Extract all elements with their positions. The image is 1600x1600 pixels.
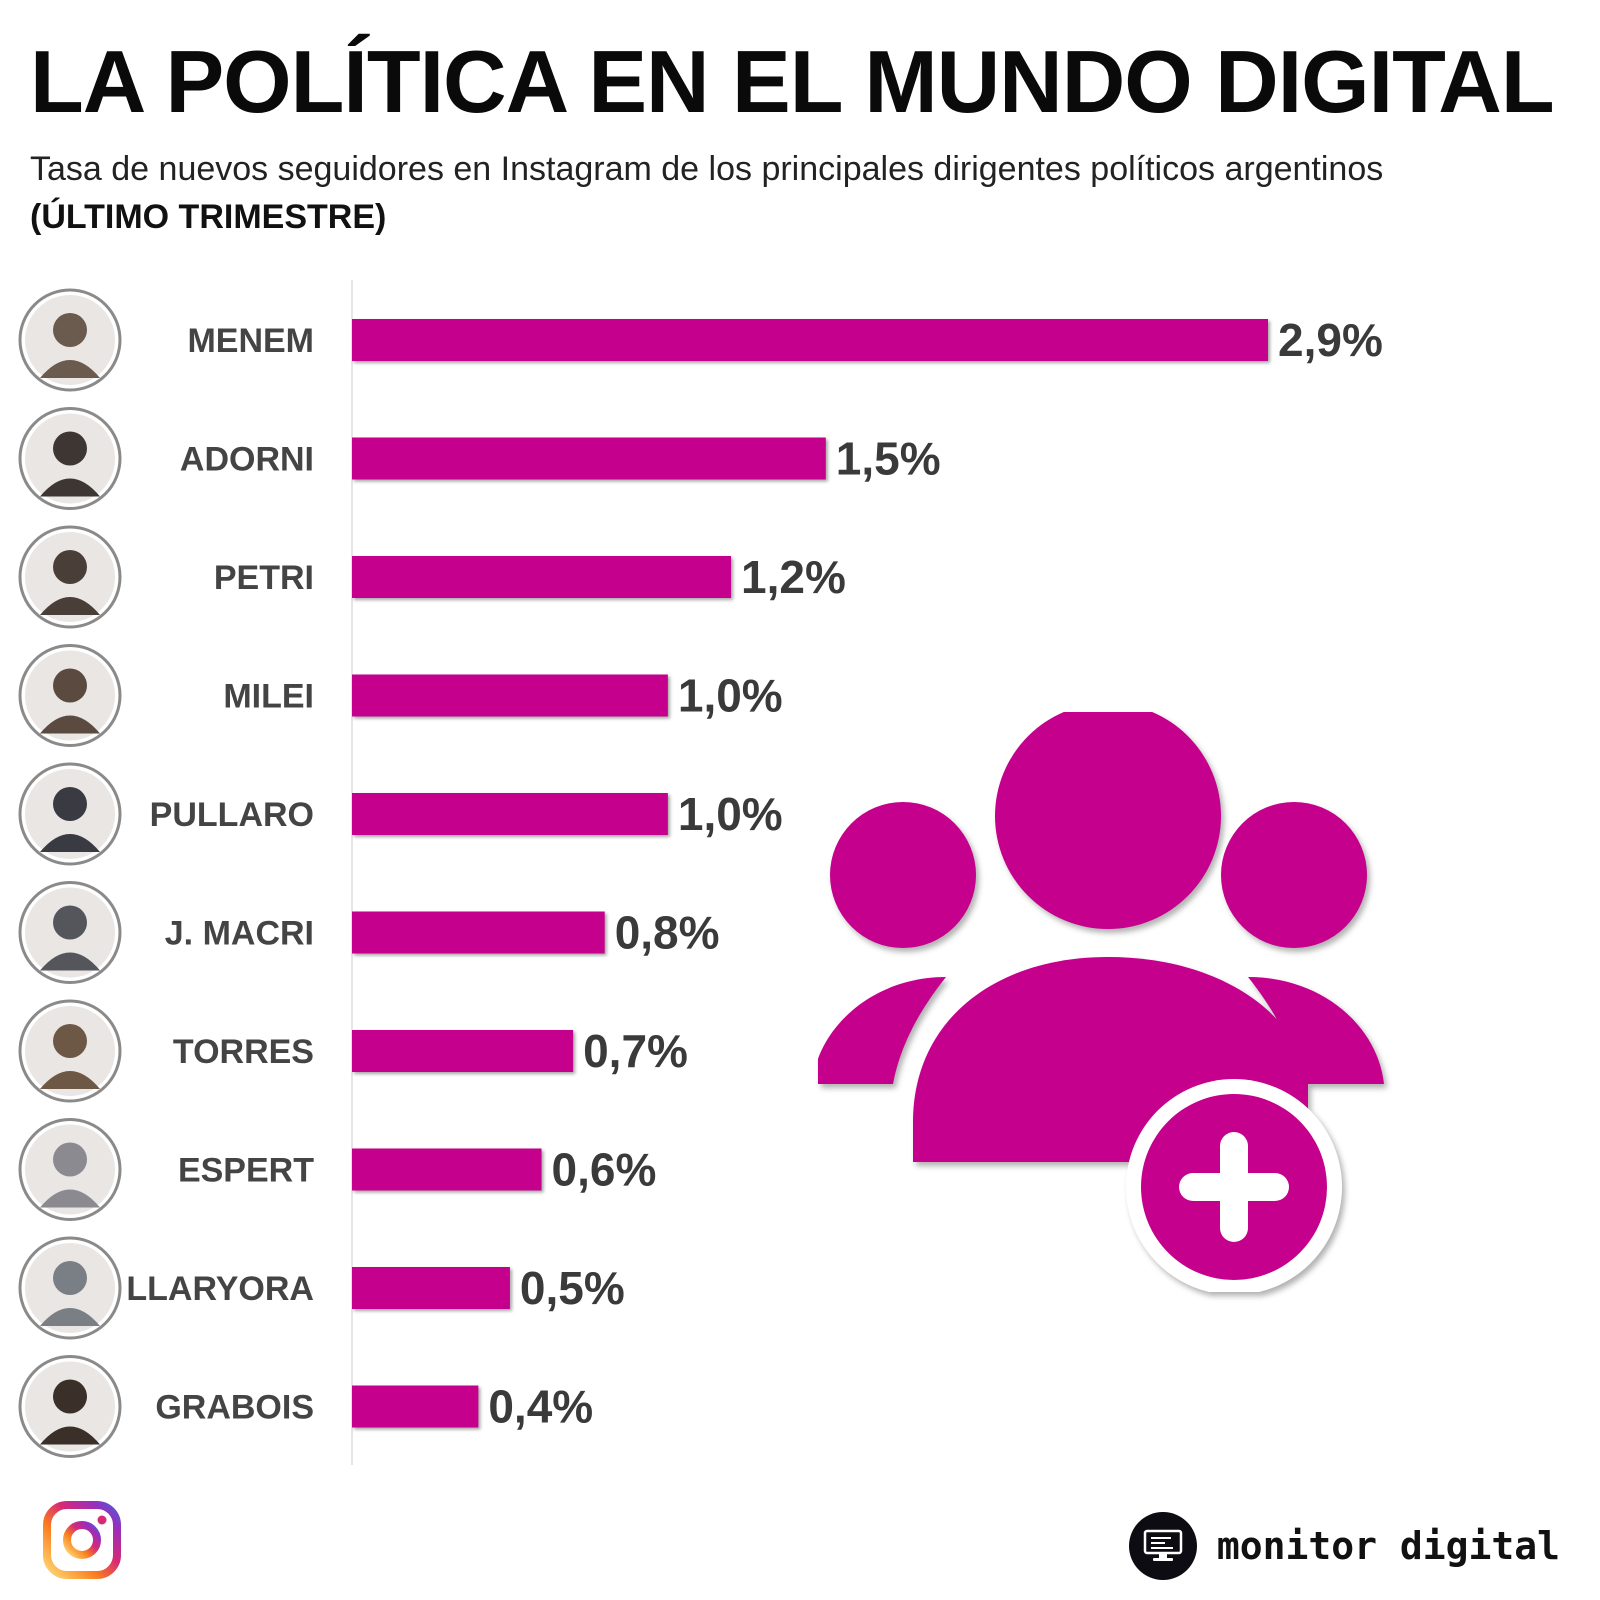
value-label: 1,5% xyxy=(836,433,941,485)
category-label: MENEM xyxy=(187,322,314,360)
bar xyxy=(352,911,605,954)
value-label: 0,6% xyxy=(552,1144,657,1196)
bar xyxy=(352,1148,542,1191)
monitor-icon xyxy=(1128,1512,1197,1580)
avatar xyxy=(18,999,122,1103)
page-subtitle: Tasa de nuevos seguidores en Instagram d… xyxy=(30,150,1384,188)
avatar xyxy=(18,1355,122,1458)
category-label: GRABOIS xyxy=(155,1389,314,1427)
avatar xyxy=(18,1236,122,1340)
bar xyxy=(352,793,668,835)
category-label: ADORNI xyxy=(180,441,314,479)
bar xyxy=(352,674,668,717)
bar xyxy=(352,319,1268,361)
bar xyxy=(352,556,732,598)
value-label: 1,0% xyxy=(678,670,783,722)
brand-logo: monitor digital xyxy=(1128,1512,1560,1580)
value-label: 2,9% xyxy=(1278,314,1383,366)
avatar xyxy=(18,644,122,747)
value-label: 1,0% xyxy=(678,788,783,840)
value-label: 0,8% xyxy=(615,907,720,959)
value-label: 0,5% xyxy=(520,1262,625,1314)
avatar xyxy=(18,288,122,392)
category-label: J. MACRI xyxy=(165,915,314,953)
brand-name: monitor digital xyxy=(1216,1524,1560,1568)
bar xyxy=(352,437,826,480)
instagram-icon xyxy=(43,1501,121,1579)
value-label: 0,7% xyxy=(583,1025,688,1077)
bar xyxy=(352,1385,479,1428)
avatar xyxy=(18,407,122,510)
page-title: LA POLÍTICA EN EL MUNDO DIGITAL xyxy=(30,32,1555,131)
value-label: 1,2% xyxy=(741,551,846,603)
category-label: LLARYORA xyxy=(126,1270,314,1308)
category-label: ESPERT xyxy=(178,1152,314,1190)
avatar xyxy=(18,1118,122,1221)
chart-rows: MENEM 2,9% ADORNI 1,5% PETRI 1,2% MILEI 1,0% PUL… xyxy=(18,288,1383,1458)
category-label: PETRI xyxy=(214,559,314,597)
category-label: PULLARO xyxy=(150,796,314,834)
category-label: TORRES xyxy=(173,1033,314,1071)
period-label: (ÚLTIMO TRIMESTRE) xyxy=(30,198,387,236)
category-label: MILEI xyxy=(223,678,314,716)
group-add-icon xyxy=(818,712,1384,1292)
avatar xyxy=(18,525,122,629)
bar xyxy=(352,1267,510,1309)
value-label: 0,4% xyxy=(488,1381,593,1433)
avatar xyxy=(18,881,122,984)
bar-chart: MENEM 2,9% ADORNI 1,5% PETRI 1,2% MILEI 1,0% PUL… xyxy=(18,280,1383,1465)
avatar xyxy=(18,762,122,866)
bar xyxy=(352,1030,574,1072)
